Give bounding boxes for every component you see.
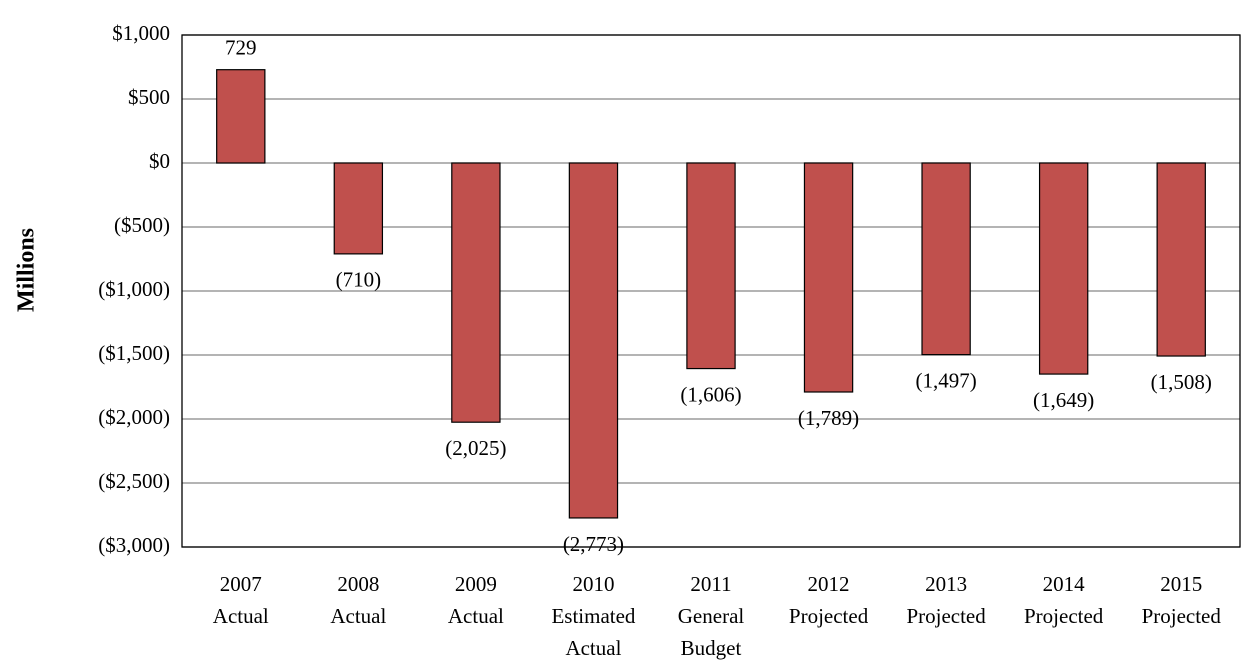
x-tick-label: 2009 <box>455 572 497 596</box>
bar <box>451 162 501 423</box>
x-tick-label: General <box>678 604 745 628</box>
bar <box>921 162 971 356</box>
x-tick-label: Actual <box>330 604 386 628</box>
bar <box>568 162 619 519</box>
y-tick-label: $500 <box>128 85 170 109</box>
value-label: (1,497) <box>915 368 976 392</box>
x-tick-label: Budget <box>681 636 742 660</box>
x-tick-label: 2011 <box>690 572 731 596</box>
plot-border <box>181 34 1241 548</box>
x-tick-label: 2007 <box>220 572 262 596</box>
x-tick-label: 2014 <box>1043 572 1086 596</box>
value-label: 729 <box>225 36 257 60</box>
y-tick-label: ($1,500) <box>98 341 170 365</box>
bar <box>1038 162 1089 375</box>
x-tick-label: Actual <box>565 636 621 660</box>
x-tick-label: Actual <box>213 604 269 628</box>
y-tick-label: $1,000 <box>112 21 170 45</box>
x-tick-label: 2013 <box>925 572 967 596</box>
x-tick-label: Projected <box>789 604 869 628</box>
x-tick-label: Projected <box>906 604 986 628</box>
x-tick-label: 2015 <box>1160 572 1202 596</box>
y-tick-label: ($3,000) <box>98 533 170 557</box>
bar <box>216 69 266 164</box>
y-axis-label: Millions <box>14 228 40 312</box>
x-tick-label: 2008 <box>337 572 379 596</box>
bar <box>803 162 854 393</box>
bar <box>333 162 384 255</box>
x-tick-label: Estimated <box>551 604 635 628</box>
x-tick-label: 2012 <box>808 572 850 596</box>
y-tick-label: $0 <box>149 149 170 173</box>
x-tick-label: Projected <box>1024 604 1104 628</box>
x-tick-label: 2010 <box>572 572 614 596</box>
bar <box>686 162 736 370</box>
value-label: (1,508) <box>1151 370 1212 394</box>
x-tick-label: Projected <box>1142 604 1222 628</box>
value-label: (1,649) <box>1033 388 1094 412</box>
value-label: (710) <box>336 268 382 292</box>
y-tick-label: ($2,500) <box>98 469 170 493</box>
bar <box>1156 162 1206 357</box>
y-tick-label: ($2,000) <box>98 405 170 429</box>
x-tick-label: Actual <box>448 604 504 628</box>
y-tick-label: ($500) <box>114 213 170 237</box>
value-label: (2,025) <box>445 436 506 460</box>
value-label: (1,789) <box>798 406 859 430</box>
value-label: (2,773) <box>563 532 624 556</box>
y-tick-label: ($1,000) <box>98 277 170 301</box>
value-label: (1,606) <box>680 382 741 406</box>
